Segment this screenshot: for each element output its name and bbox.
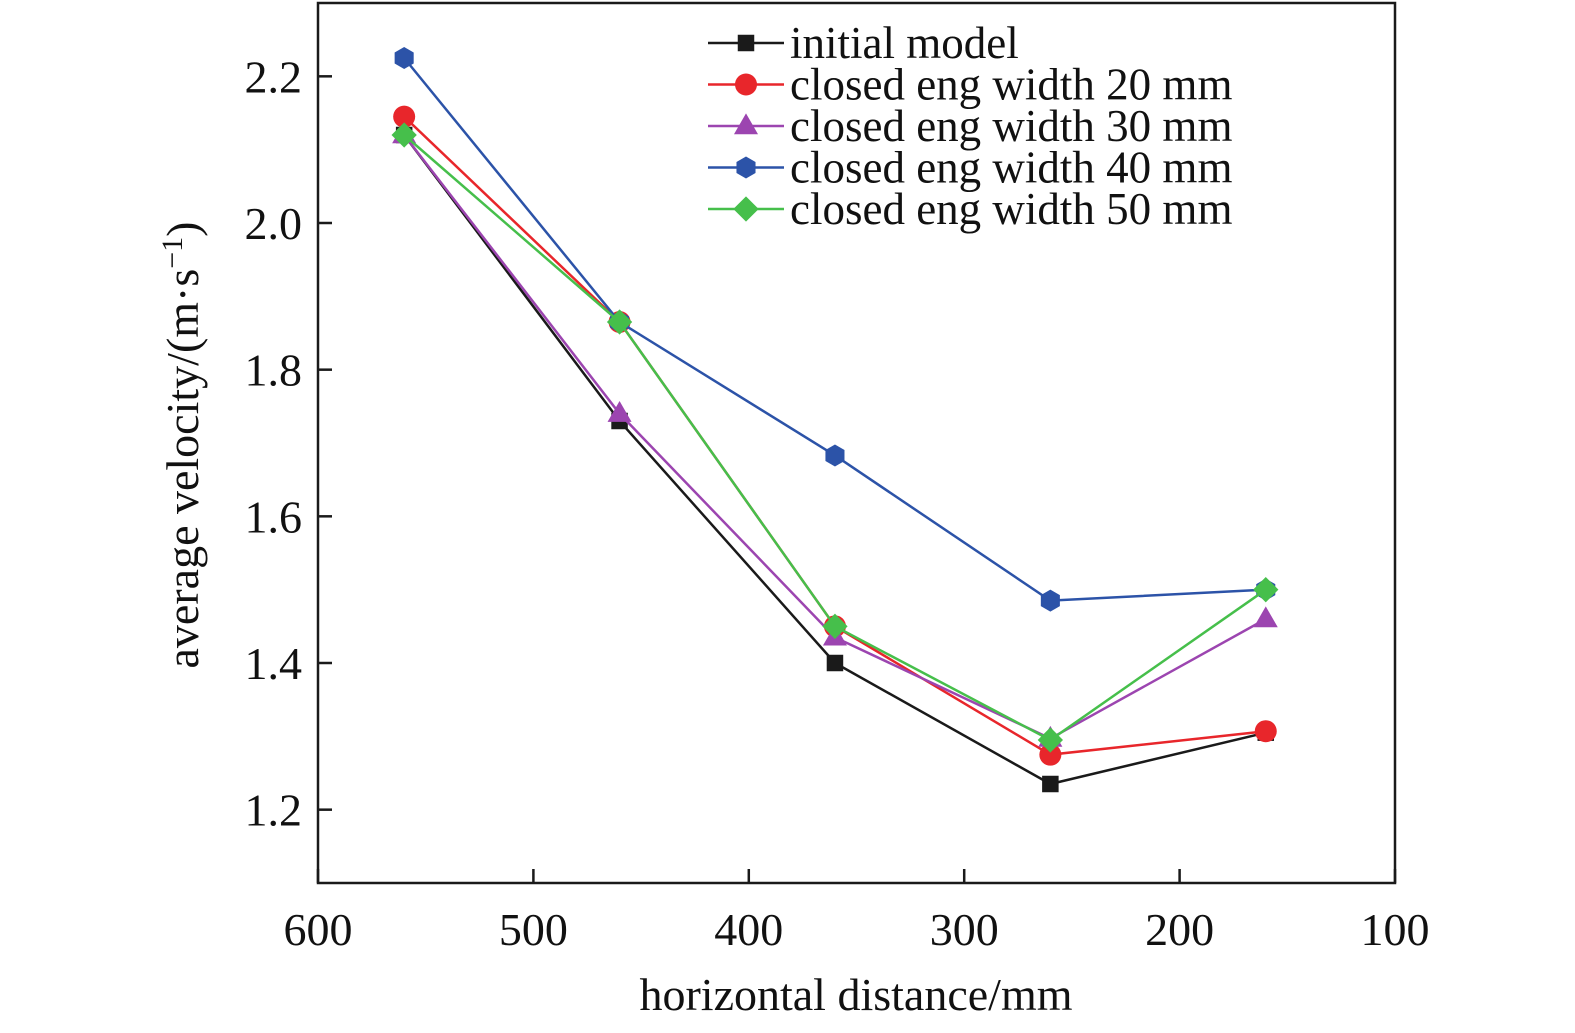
data-point [1042, 775, 1059, 793]
plot-frame [316, 1, 1397, 885]
legend-label: initial model [790, 18, 1019, 68]
data-point [1037, 727, 1064, 753]
y-tick-label: 1.2 [245, 785, 303, 836]
y-axis-title: average velocity/(m·s−1) [156, 221, 209, 668]
data-point [1253, 606, 1278, 628]
legend-label: closed eng width 50 mm [790, 184, 1232, 234]
data-point [393, 105, 416, 128]
data-point [391, 122, 417, 148]
data-point [825, 444, 845, 467]
y-axis-title-superscript: −1 [156, 237, 189, 269]
x-tick-label: 400 [714, 904, 783, 955]
legend-item: closed eng width 40 mm [708, 143, 1232, 193]
data-point [826, 654, 844, 672]
data-point [607, 401, 632, 422]
y-axis: 1.2 1.4 1.6 1.8 2.0 2.2 [245, 51, 332, 836]
y-tick-label: 1.4 [245, 638, 303, 689]
x-axis: 600 500 400 300 200 100 [284, 869, 1430, 955]
data-point [394, 47, 414, 69]
legend-marker [733, 196, 759, 222]
data-point [1254, 720, 1277, 743]
data-point [1039, 743, 1062, 766]
y-axis-title-main: average velocity/(m·s [157, 269, 208, 669]
y-axis-title-close: ) [157, 221, 208, 236]
x-tick-label: 600 [284, 904, 353, 955]
legend-item: closed eng width 50 mm [708, 184, 1232, 234]
y-tick-label: 2.0 [245, 198, 303, 249]
y-tick-label: 2.2 [245, 51, 303, 102]
series-layer [391, 47, 1279, 793]
data-point [822, 613, 848, 639]
legend-item: closed eng width 20 mm [708, 60, 1232, 110]
x-tick-label: 300 [930, 904, 999, 955]
x-axis-title: horizontal distance/mm [639, 969, 1072, 1020]
legend-item: initial model [708, 18, 1019, 68]
y-tick-label: 1.6 [245, 491, 303, 542]
y-tick-label: 1.8 [245, 345, 303, 396]
legend-marker [733, 113, 759, 135]
legend-label: closed eng width 40 mm [790, 143, 1232, 193]
x-tick-label: 100 [1361, 904, 1430, 955]
legend-label: closed eng width 20 mm [790, 60, 1232, 110]
series-5 [391, 122, 1279, 753]
x-tick-label: 500 [499, 904, 568, 955]
x-tick-label: 200 [1145, 904, 1214, 955]
legend-item: closed eng width 30 mm [708, 101, 1232, 151]
data-point [1253, 577, 1279, 603]
data-point [606, 309, 633, 335]
data-point [1040, 589, 1060, 612]
legend-marker [737, 34, 755, 52]
legend-marker [735, 73, 757, 96]
legend-label: closed eng width 30 mm [790, 101, 1232, 151]
legend-marker [736, 156, 756, 179]
